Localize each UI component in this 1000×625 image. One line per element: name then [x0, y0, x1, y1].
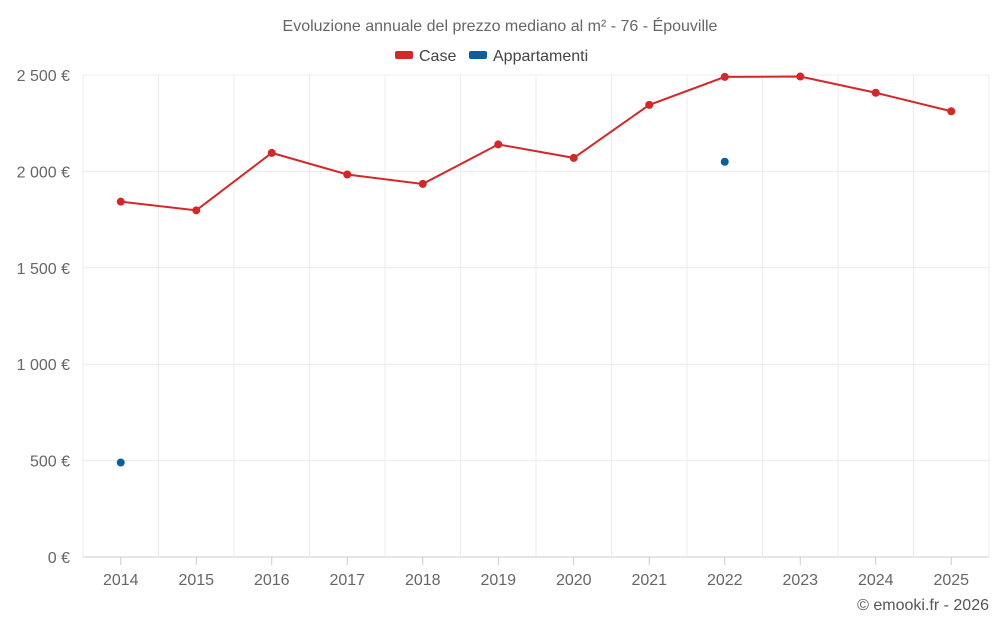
x-tick-label: 2023: [782, 572, 818, 589]
data-point-case[interactable]: [796, 72, 805, 81]
data-point-case[interactable]: [418, 179, 427, 188]
x-tick-label: 2024: [858, 572, 894, 589]
x-tick-label: 2020: [556, 572, 592, 589]
data-point-case[interactable]: [871, 88, 880, 97]
x-tick-label: 2019: [480, 572, 516, 589]
legend-item-case[interactable]: Case: [395, 48, 456, 65]
y-axis: 0 € 500 € 1 000 € 1 500 € 2 000 € 2 500 €: [17, 68, 70, 567]
legend-swatch-appartamenti: [469, 51, 487, 59]
x-tick-label: 2022: [707, 572, 743, 589]
data-point-case[interactable]: [569, 153, 578, 162]
legend-swatch-case: [395, 51, 413, 59]
data-point-case[interactable]: [116, 197, 125, 206]
x-axis: 2014 2015 2016 2017 2018 2019 2020 2021 2022 2023…: [103, 557, 969, 589]
data-point-case[interactable]: [494, 140, 503, 149]
legend-label-case: Case: [419, 48, 456, 65]
data-point-appartamenti[interactable]: [116, 458, 125, 467]
y-tick-label: 1 500 €: [17, 261, 70, 278]
data-point-appartamenti[interactable]: [720, 157, 729, 166]
series-line-case: [120, 75, 952, 212]
chart-title: Evoluzione annuale del prezzo mediano al…: [283, 16, 718, 35]
x-tick-label: 2017: [329, 572, 365, 589]
grid: [82, 74, 990, 558]
data-point-case[interactable]: [267, 148, 276, 157]
y-tick-label: 1 000 €: [17, 357, 70, 374]
legend: Case Appartamenti: [395, 48, 588, 65]
credit-text: © emooki.fr - 2026: [857, 597, 989, 614]
plot-area: [116, 72, 956, 467]
x-tick-label: 2015: [178, 572, 214, 589]
y-tick-label: 2 000 €: [17, 164, 70, 181]
legend-label-appartamenti: Appartamenti: [493, 48, 588, 65]
x-tick-label: 2018: [405, 572, 441, 589]
data-point-case[interactable]: [645, 100, 654, 109]
data-point-case[interactable]: [720, 72, 729, 81]
y-tick-label: 2 500 €: [17, 68, 70, 85]
y-tick-label: 0 €: [48, 550, 70, 567]
x-tick-label: 2025: [933, 572, 969, 589]
legend-item-appartamenti[interactable]: Appartamenti: [469, 48, 588, 65]
y-tick-label: 500 €: [30, 454, 70, 471]
data-point-case[interactable]: [192, 206, 201, 215]
x-tick-label: 2014: [103, 572, 139, 589]
x-tick-label: 2021: [631, 572, 667, 589]
data-point-case[interactable]: [947, 107, 956, 116]
x-tick-label: 2016: [254, 572, 290, 589]
data-point-case[interactable]: [343, 170, 352, 179]
